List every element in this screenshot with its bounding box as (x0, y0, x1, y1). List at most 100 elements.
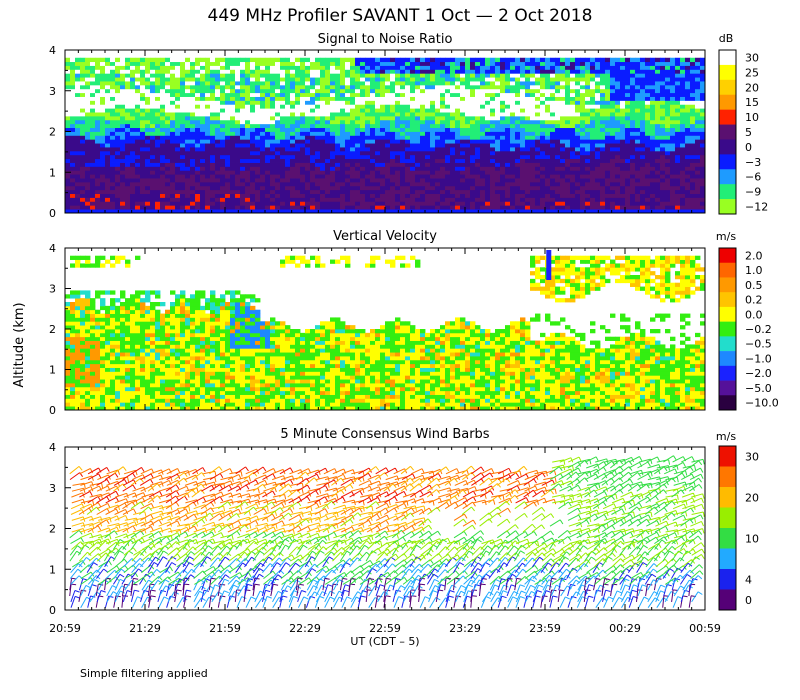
heatmap-cell (140, 96, 146, 101)
heatmap-cell (430, 158, 436, 163)
heatmap-cell (290, 209, 296, 214)
heatmap-cell (440, 112, 446, 117)
heatmap-cell (600, 170, 606, 175)
heatmap-cell (670, 81, 676, 86)
heatmap-cell (650, 178, 656, 183)
heatmap-cell (345, 81, 351, 86)
heatmap-cell (215, 127, 221, 132)
heatmap-cell (250, 158, 256, 163)
heatmap-cell (450, 115, 456, 121)
heatmap-cell (145, 181, 151, 187)
heatmap-cell (450, 73, 456, 78)
heatmap-cell (460, 162, 466, 167)
heatmap-cell (465, 150, 471, 156)
heatmap-cell (500, 158, 506, 163)
heatmap-cell (325, 131, 331, 136)
heatmap-cell (430, 209, 436, 214)
heatmap-cell (65, 81, 71, 86)
heatmap-cell (480, 170, 486, 175)
heatmap-cell (475, 131, 481, 136)
heatmap-cell (385, 178, 391, 183)
heatmap-cell (290, 84, 296, 90)
heatmap-cell (80, 57, 86, 63)
heatmap-cell (120, 193, 126, 198)
heatmap-cell (200, 154, 206, 160)
heatmap-cell (440, 127, 446, 132)
heatmap-cell (655, 139, 661, 144)
heatmap-cell (525, 112, 531, 117)
heatmap-cell (70, 57, 76, 63)
heatmap-cell (240, 57, 246, 63)
heatmap-cell (275, 65, 281, 70)
heatmap-cell (585, 112, 591, 117)
heatmap-cell (635, 65, 641, 70)
heatmap-cell (620, 131, 626, 136)
heatmap-cell (495, 123, 501, 129)
heatmap-cell (555, 139, 561, 144)
heatmap-cell (75, 189, 81, 194)
heatmap-cell (630, 174, 636, 179)
heatmap-cell (185, 135, 191, 140)
heatmap-cell (475, 57, 481, 63)
heatmap-cell (645, 100, 651, 105)
heatmap-cell (170, 205, 176, 210)
heatmap-cell (380, 143, 386, 148)
heatmap-cell (110, 77, 116, 82)
heatmap-cell (680, 100, 686, 105)
heatmap-cell (570, 131, 576, 136)
heatmap-cell (600, 209, 606, 214)
heatmap-cell (130, 119, 136, 125)
heatmap-cell (585, 150, 591, 156)
heatmap-cell (195, 209, 201, 214)
heatmap-cell (120, 131, 126, 136)
heatmap-cell (190, 77, 196, 82)
heatmap-cell (205, 166, 211, 171)
heatmap-cell (145, 92, 151, 97)
heatmap-cell (435, 81, 441, 86)
heatmap-cell (530, 197, 536, 202)
heatmap-cell (625, 69, 631, 74)
heatmap-cell (325, 205, 331, 210)
heatmap-cell (360, 96, 366, 101)
heatmap-cell (535, 209, 541, 214)
heatmap-cell (615, 131, 621, 136)
heatmap-cell (340, 201, 346, 206)
heatmap-cell (625, 154, 631, 160)
heatmap-cell (395, 112, 401, 117)
heatmap-cell (70, 73, 76, 78)
heatmap-cell (330, 57, 336, 63)
heatmap-cell (330, 77, 336, 82)
heatmap-cell (70, 158, 76, 163)
heatmap-cell (600, 112, 606, 117)
heatmap-cell (625, 174, 631, 179)
heatmap-cell (105, 166, 111, 171)
heatmap-cell (610, 81, 616, 86)
heatmap-cell (235, 147, 241, 152)
heatmap-cell (210, 131, 216, 136)
heatmap-cell (685, 139, 691, 144)
heatmap-cell (185, 189, 191, 194)
heatmap-cell (65, 135, 71, 140)
heatmap-cell (75, 143, 81, 148)
heatmap-cell (280, 92, 286, 97)
heatmap-cell (680, 57, 686, 63)
heatmap-cell (610, 100, 616, 105)
heatmap-cell (390, 174, 396, 179)
heatmap-cell (320, 135, 326, 140)
heatmap-cell (390, 104, 396, 109)
heatmap-cell (70, 209, 76, 214)
heatmap-cell (260, 131, 266, 136)
heatmap-cell (665, 115, 671, 121)
heatmap-cell (120, 69, 126, 74)
heatmap-cell (170, 143, 176, 148)
heatmap-cell (250, 209, 256, 214)
heatmap-cell (325, 170, 331, 175)
heatmap-cell (570, 108, 576, 113)
heatmap-cell (425, 193, 431, 198)
heatmap-cell (260, 178, 266, 183)
heatmap-cell (630, 135, 636, 140)
heatmap-cell (230, 65, 236, 70)
heatmap-cell (660, 197, 666, 202)
heatmap-cell (310, 185, 316, 191)
heatmap-cell (320, 174, 326, 179)
